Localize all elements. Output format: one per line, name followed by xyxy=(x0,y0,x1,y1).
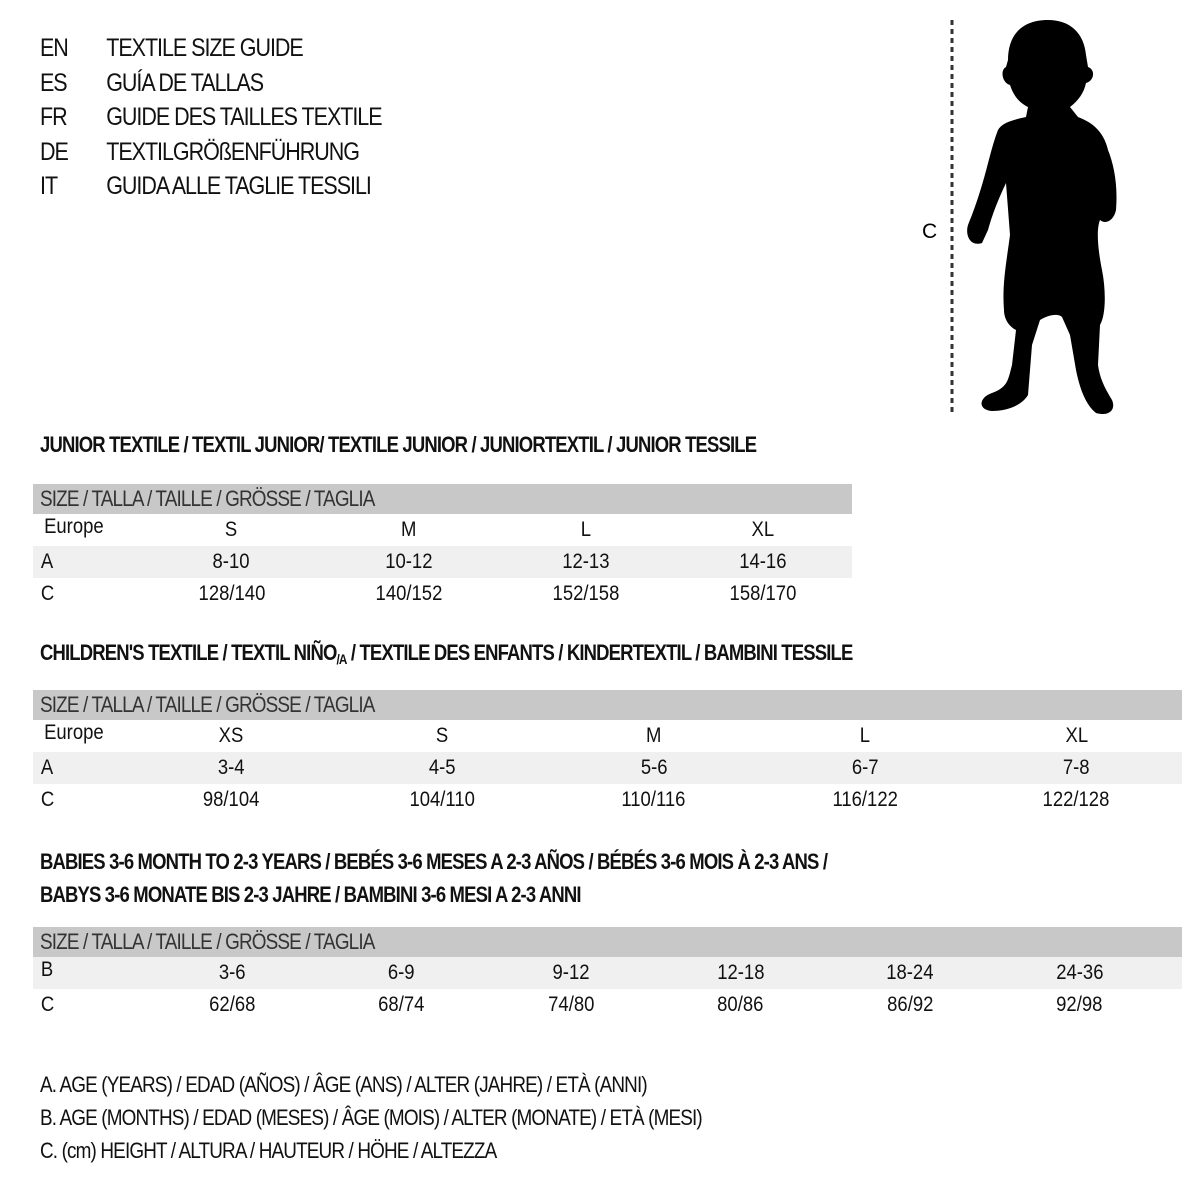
size-header-band: SIZE / TALLA / TAILLE / GRÖSSE / TAGLIA xyxy=(33,690,1182,720)
table-cell: 68/74 xyxy=(378,993,425,1016)
table-cell: 74/80 xyxy=(547,993,595,1016)
table-cell: 86/92 xyxy=(887,993,934,1016)
table-cell: M xyxy=(646,724,662,747)
table-cell: 12-13 xyxy=(561,550,610,573)
table-row: C 62/68 68/74 74/80 80/86 86/92 92/98 xyxy=(33,989,1182,1021)
table-cell: XS xyxy=(218,724,244,747)
table-cell: 122/128 xyxy=(1042,788,1110,811)
table-cell: 14-16 xyxy=(738,550,787,573)
language-title: TEXTILE SIZE GUIDE xyxy=(106,34,304,62)
table-cell: 5-6 xyxy=(640,756,668,779)
table-cell: 8-10 xyxy=(213,550,250,573)
table-cell: 3-4 xyxy=(217,756,245,779)
row-label: C xyxy=(40,788,55,811)
babies-heading-line2: BABYS 3-6 MONATE BIS 2-3 JAHRE / BAMBINI… xyxy=(40,882,582,907)
language-title: TEXTILGRÖßENFÜHRUNG xyxy=(106,137,360,166)
table-cell: M xyxy=(400,518,417,541)
size-header-label: SIZE / TALLA / TAILLE / GRÖSSE / TAGLIA xyxy=(40,486,375,511)
row-label: C xyxy=(40,582,55,605)
children-heading: CHILDREN'S TEXTILE / TEXTIL NIÑO/A / TEX… xyxy=(40,640,853,667)
language-title: GUIDA ALLE TAGLIE TESSILI xyxy=(106,172,372,200)
table-cell: 7-8 xyxy=(1062,756,1090,779)
language-title: GUIDE DES TAILLES TEXTILE xyxy=(106,103,382,131)
table-cell: S xyxy=(436,724,449,747)
table-row: Europe XS S M L XL xyxy=(33,720,1182,752)
table-cell: 24-36 xyxy=(1056,961,1104,984)
row-label: A xyxy=(40,756,54,779)
legend-b: B. AGE (MONTHS) / EDAD (MESES) / ÂGE (MO… xyxy=(40,1105,703,1130)
table-cell: 6-9 xyxy=(388,961,415,984)
table-cell: L xyxy=(859,724,871,747)
row-label: Europe xyxy=(44,515,104,538)
row-label: B xyxy=(40,958,54,981)
table-cell: 104/110 xyxy=(409,788,476,811)
junior-heading: JUNIOR TEXTILE / TEXTIL JUNIOR/ TEXTILE … xyxy=(40,432,757,457)
table-cell: 4-5 xyxy=(429,756,456,779)
table-cell: 92/98 xyxy=(1056,993,1103,1016)
row-label: Europe xyxy=(44,721,104,744)
legend-c: C. (cm) HEIGHT / ALTURA / HAUTEUR / HÖHE… xyxy=(40,1138,497,1163)
table-cell: 3-6 xyxy=(218,961,246,984)
row-label: A xyxy=(40,550,54,573)
children-size-table: SIZE / TALLA / TAILLE / GRÖSSE / TAGLIA E… xyxy=(33,690,1182,816)
table-cell: 152/158 xyxy=(552,582,619,605)
table-cell: 140/152 xyxy=(375,582,442,605)
table-cell: 110/116 xyxy=(621,788,686,811)
row-label: C xyxy=(40,993,55,1016)
table-row: A 8-10 10-12 12-13 14-16 xyxy=(33,546,852,578)
language-code: DE xyxy=(40,137,69,166)
babies-heading-line1: BABIES 3-6 MONTH TO 2-3 YEARS / BEBÉS 3-… xyxy=(40,849,828,874)
table-cell: 6-7 xyxy=(851,756,879,779)
child-silhouette-icon xyxy=(967,20,1117,415)
table-cell: 158/170 xyxy=(729,582,796,605)
size-header-label: SIZE / TALLA / TAILLE / GRÖSSE / TAGLIA xyxy=(40,929,375,954)
language-code: EN xyxy=(40,34,69,62)
table-cell: XL xyxy=(1065,724,1088,747)
children-heading-subscript: /A xyxy=(336,651,347,667)
children-heading-text: CHILDREN'S TEXTILE / TEXTIL NIÑO xyxy=(40,640,337,665)
legend-a: A. AGE (YEARS) / EDAD (AÑOS) / ÂGE (ANS)… xyxy=(40,1072,648,1097)
height-label: C xyxy=(922,220,937,243)
table-cell: 12-18 xyxy=(716,961,765,984)
language-title: GUÍA DE TALLAS xyxy=(106,68,264,97)
size-header-band: SIZE / TALLA / TAILLE / GRÖSSE / TAGLIA xyxy=(33,484,852,514)
table-row: Europe S M L XL xyxy=(33,514,852,546)
table-cell: 18-24 xyxy=(886,961,934,984)
size-header-label: SIZE / TALLA / TAILLE / GRÖSSE / TAGLIA xyxy=(40,692,375,717)
language-code: ES xyxy=(40,68,68,97)
table-cell: S xyxy=(225,518,238,541)
size-header-band: SIZE / TALLA / TAILLE / GRÖSSE / TAGLIA xyxy=(33,927,1182,957)
table-cell: 62/68 xyxy=(208,993,255,1016)
table-cell: 10-12 xyxy=(384,550,433,573)
table-cell: 128/140 xyxy=(198,582,265,605)
table-row: C 128/140 140/152 152/158 158/170 xyxy=(33,578,852,610)
table-row: C 98/104 104/110 110/116 116/122 122/128 xyxy=(33,784,1182,816)
table-cell: 80/86 xyxy=(717,993,764,1016)
table-cell: 9-12 xyxy=(552,961,590,984)
table-cell: L xyxy=(580,518,591,541)
table-cell: 98/104 xyxy=(202,788,260,811)
table-cell: XL xyxy=(751,518,774,541)
table-cell: 116/122 xyxy=(832,788,898,811)
child-silhouette-figure: C xyxy=(922,20,1117,415)
junior-size-table: SIZE / TALLA / TAILLE / GRÖSSE / TAGLIA E… xyxy=(33,484,852,610)
table-row: B 3-6 6-9 9-12 12-18 18-24 24-36 xyxy=(33,957,1182,989)
language-code: FR xyxy=(40,103,68,131)
children-heading-text-rest: / TEXTILE DES ENFANTS / KINDERTEXTIL / B… xyxy=(346,640,853,665)
babies-size-table: SIZE / TALLA / TAILLE / GRÖSSE / TAGLIA B… xyxy=(33,927,1182,1021)
table-row: A 3-4 4-5 5-6 6-7 7-8 xyxy=(33,752,1182,784)
language-code: IT xyxy=(40,172,58,200)
